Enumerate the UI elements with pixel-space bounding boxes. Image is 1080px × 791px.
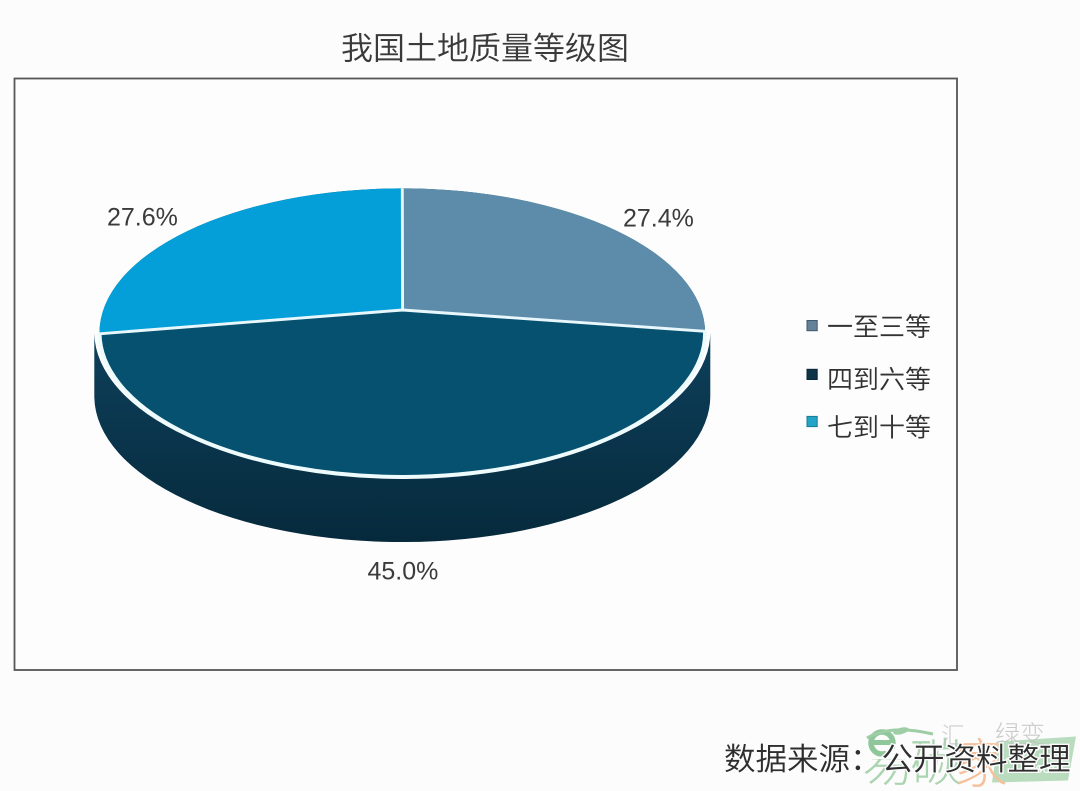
svg-text:27.6%: 27.6% [107,204,178,232]
svg-text:45.0%: 45.0% [368,558,439,586]
svg-text:27.4%: 27.4% [623,205,694,233]
